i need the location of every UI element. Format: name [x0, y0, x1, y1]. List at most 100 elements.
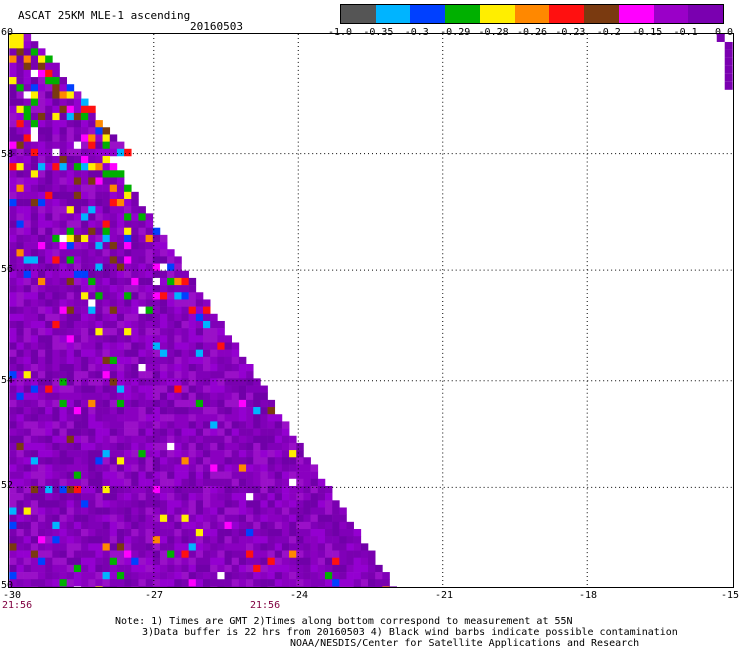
data-pixel: [81, 227, 89, 236]
data-pixel: [188, 399, 197, 408]
data-pixel: [38, 98, 46, 107]
data-pixel: [38, 256, 46, 264]
data-pixel: [124, 450, 132, 458]
data-pixel: [281, 557, 290, 566]
data-pixel: [73, 543, 82, 551]
data-pixel: [45, 564, 53, 573]
data-pixel: [159, 478, 168, 487]
data-pixel: [66, 285, 75, 293]
data-pixel: [145, 507, 154, 515]
data-pixel: [95, 442, 103, 451]
data-pixel: [73, 213, 82, 221]
data-pixel: [59, 277, 67, 286]
data-pixel: [95, 557, 103, 566]
data-pixel: [30, 428, 39, 437]
data-pixel: [30, 364, 39, 372]
data-pixel: [38, 364, 46, 372]
data-pixel: [267, 564, 276, 573]
data-pixel: [346, 564, 354, 573]
data-pixel: [159, 385, 168, 394]
data-pixel: [23, 263, 32, 272]
data-pixel: [210, 557, 218, 566]
data-pixel: [303, 493, 311, 501]
data-pixel: [16, 191, 24, 200]
data-pixel: [66, 220, 75, 228]
data-pixel: [88, 529, 96, 537]
colorbar-swatch: [410, 5, 446, 23]
data-pixel: [131, 349, 139, 358]
data-pixel: [131, 299, 139, 307]
data-pixel: [253, 478, 261, 487]
data-pixel: [38, 313, 46, 322]
data-pixel: [45, 163, 53, 171]
data-pixel: [360, 557, 369, 566]
data-pixel: [9, 155, 17, 164]
data-pixel: [30, 41, 39, 49]
data-pixel: [102, 184, 111, 193]
data-pixel: [152, 536, 161, 544]
data-pixel: [195, 564, 204, 573]
data-pixel: [109, 320, 118, 329]
data-pixel: [138, 529, 146, 537]
data-pixel: [159, 579, 168, 587]
data-pixel: [16, 320, 24, 329]
data-pixel: [310, 550, 319, 559]
data-pixel: [716, 34, 725, 42]
data-pixel: [52, 170, 60, 178]
data-pixel: [9, 62, 17, 71]
data-pixel: [238, 428, 247, 437]
data-pixel: [30, 500, 39, 508]
data-pixel: [16, 364, 24, 372]
data-pixel: [81, 493, 89, 501]
data-pixel: [181, 435, 189, 444]
data-pixel: [124, 442, 132, 451]
data-pixel: [66, 521, 75, 530]
data-pixel: [66, 421, 75, 429]
data-pixel: [95, 328, 103, 336]
data-pixel: [224, 543, 233, 551]
data-pixel: [38, 148, 46, 157]
data-pixel: [138, 550, 146, 559]
data-pixel: [38, 199, 46, 207]
data-pixel: [167, 471, 175, 480]
data-pixel: [152, 349, 161, 358]
data-pixel: [16, 478, 24, 487]
data-pixel: [188, 364, 197, 372]
data-pixel: [30, 299, 39, 307]
data-pixel: [16, 163, 24, 171]
data-pixel: [9, 392, 17, 401]
data-pixel: [267, 450, 276, 458]
data-pixel: [116, 299, 125, 307]
data-pixel: [188, 572, 197, 580]
data-pixel: [353, 564, 362, 573]
data-pixel: [138, 457, 146, 465]
data-pixel: [16, 586, 24, 587]
data-pixel: [59, 500, 67, 508]
data-pixel: [116, 356, 125, 365]
data-pixel: [195, 364, 204, 372]
data-pixel: [9, 464, 17, 472]
y-tick-label: 52: [1, 480, 14, 491]
data-pixel: [210, 543, 218, 551]
data-pixel: [188, 421, 197, 429]
data-pixel: [124, 349, 132, 358]
data-pixel: [195, 485, 204, 494]
data-pixel: [16, 342, 24, 350]
data-pixel: [30, 62, 39, 71]
data-pixel: [188, 493, 197, 501]
data-pixel: [145, 313, 154, 322]
data-pixel: [296, 478, 304, 487]
data-pixel: [116, 335, 125, 343]
data-pixel: [73, 435, 82, 444]
data-pixel: [88, 263, 96, 272]
data-pixel: [138, 572, 146, 580]
colorbar-label: -0.15: [632, 27, 663, 38]
data-pixel: [317, 564, 326, 573]
data-pixel: [95, 579, 103, 587]
data-pixel: [145, 493, 154, 501]
data-pixel: [116, 500, 125, 508]
data-pixel: [224, 579, 233, 587]
data-pixel: [152, 586, 161, 587]
data-pixel: [88, 270, 96, 279]
data-pixel: [16, 234, 24, 243]
